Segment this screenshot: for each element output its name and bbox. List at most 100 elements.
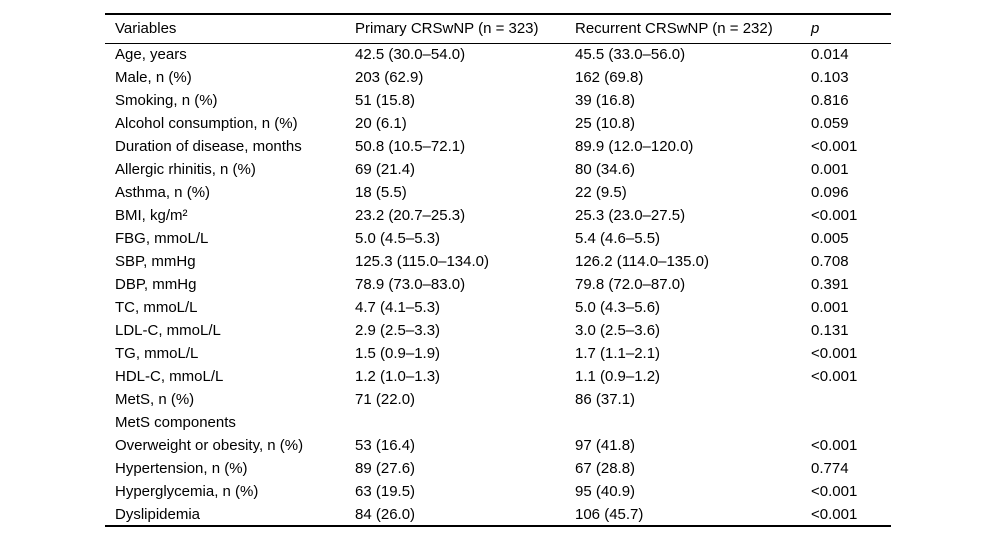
table-row: TC, mmoL/L 4.7 (4.1–5.3) 5.0 (4.3–5.6) 0.00… <box>105 296 891 319</box>
table-cell: 51 (15.8) <box>355 92 416 109</box>
table-cell: Dyslipidemia <box>115 505 201 523</box>
table-cell: <0.001 <box>811 437 858 454</box>
column-header-p-value: p <box>811 20 820 38</box>
table-row: Smoking, n (%) 51 (15.8) 39 (16.8) 0.816 <box>105 89 891 112</box>
table-cell: 71 (22.0) <box>355 391 416 408</box>
table-cell: 5.0 (4.3–5.6) <box>575 299 661 316</box>
table-cell: 25.3 (23.0–27.5) <box>575 207 686 224</box>
table-row: HDL-C, mmoL/L 1.2 (1.0–1.3) 1.1 (0.9–1.2) <… <box>105 365 891 388</box>
table-cell <box>801 411 891 434</box>
table-cell: 84 (26.0) <box>355 505 416 523</box>
table-cell: 0.816 <box>811 92 849 109</box>
table-cell: 0.131 <box>811 322 849 339</box>
table-cell: 0.001 <box>811 299 849 316</box>
table-cell: Allergic rhinitis, n (%) <box>115 161 256 178</box>
table-cell: 39 (16.8) <box>575 92 636 109</box>
table-cell: 5.4 (4.6–5.5) <box>575 230 661 247</box>
table-row: Alcohol consumption, n (%) 20 (6.1) 25 (10… <box>105 112 891 135</box>
table-cell <box>801 388 891 411</box>
table-cell: FBG, mmoL/L <box>115 230 209 247</box>
table-cell: HDL-C, mmoL/L <box>115 368 224 385</box>
table-cell: 2.9 (2.5–3.3) <box>355 322 441 339</box>
table-cell: Asthma, n (%) <box>115 184 211 201</box>
table-row: Hypertension, n (%) 89 (27.6) 67 (28.8) 0.7… <box>105 457 891 480</box>
table-row: FBG, mmoL/L 5.0 (4.5–5.3) 5.4 (4.6–5.5) 0.0… <box>105 227 891 250</box>
table-cell: 80 (34.6) <box>575 161 636 178</box>
table-row: DBP, mmHg 78.9 (73.0–83.0) 79.8 (72.0–87.0… <box>105 273 891 296</box>
table-cell: 0.059 <box>811 115 849 132</box>
table-cell: 126.2 (114.0–135.0) <box>575 253 709 270</box>
table-cell: 79.8 (72.0–87.0) <box>575 276 686 293</box>
table-cell: 0.391 <box>811 276 849 293</box>
column-header-variables: Variables <box>115 20 177 38</box>
table-cell: <0.001 <box>811 138 858 155</box>
table-cell: 50.8 (10.5–72.1) <box>355 138 466 155</box>
table-cell: 22 (9.5) <box>575 184 627 201</box>
table-cell: Smoking, n (%) <box>115 92 218 109</box>
table-cell: 0.096 <box>811 184 849 201</box>
table-cell <box>565 411 801 434</box>
table-row: Duration of disease, months 50.8 (10.5–72… <box>105 135 891 158</box>
table-cell: 18 (5.5) <box>355 184 407 201</box>
table-cell: 0.014 <box>811 46 849 64</box>
table-row: Allergic rhinitis, n (%) 69 (21.4) 80 (34.… <box>105 158 891 181</box>
table-cell: Alcohol consumption, n (%) <box>115 115 298 132</box>
table-cell <box>345 411 565 434</box>
table-cell: 125.3 (115.0–134.0) <box>355 253 489 270</box>
table-cell: Overweight or obesity, n (%) <box>115 437 304 454</box>
table-cell: 89.9 (12.0–120.0) <box>575 138 694 155</box>
table-row: MetS components <box>105 411 891 434</box>
table-cell: 1.7 (1.1–2.1) <box>575 345 661 362</box>
table-row: BMI, kg/m² 23.2 (20.7–25.3) 25.3 (23.0–27.… <box>105 204 891 227</box>
table-cell: 25 (10.8) <box>575 115 636 132</box>
table-row: Hyperglycemia, n (%) 63 (19.5) 95 (40.9) <0… <box>105 480 891 503</box>
table-cell: 69 (21.4) <box>355 161 416 178</box>
table-cell: <0.001 <box>811 345 858 362</box>
table-cell: 89 (27.6) <box>355 460 416 477</box>
table-row: LDL-C, mmoL/L 2.9 (2.5–3.3) 3.0 (2.5–3.6) 0… <box>105 319 891 342</box>
table-cell: 162 (69.8) <box>575 69 644 86</box>
table-row: Dyslipidemia 84 (26.0) 106 (45.7) <0.001 <box>105 503 891 526</box>
column-header-recurrent-crswnp: Recurrent CRSwNP (n = 232) <box>575 20 773 38</box>
table-cell: 78.9 (73.0–83.0) <box>355 276 466 293</box>
table-row: MetS, n (%) 71 (22.0) 86 (37.1) <box>105 388 891 411</box>
table-cell: Hyperglycemia, n (%) <box>115 483 259 500</box>
table-row: Asthma, n (%) 18 (5.5) 22 (9.5) 0.096 <box>105 181 891 204</box>
table-cell: 0.005 <box>811 230 849 247</box>
table-cell: MetS components <box>115 414 236 431</box>
table-cell: 0.708 <box>811 253 849 270</box>
table-cell: 5.0 (4.5–5.3) <box>355 230 441 247</box>
table-cell: LDL-C, mmoL/L <box>115 322 221 339</box>
table-cell: 1.5 (0.9–1.9) <box>355 345 441 362</box>
table-cell: 106 (45.7) <box>575 505 644 523</box>
table-cell: Male, n (%) <box>115 69 192 86</box>
clinical-characteristics-table-wrap: Variables Primary CRSwNP (n = 323) Recur… <box>105 13 891 527</box>
table-cell: MetS, n (%) <box>115 391 195 408</box>
table-cell: <0.001 <box>811 505 858 523</box>
table-cell: BMI, kg/m² <box>115 207 188 224</box>
table-cell: 0.103 <box>811 69 849 86</box>
table-cell: 1.1 (0.9–1.2) <box>575 368 661 385</box>
table-row: TG, mmoL/L 1.5 (0.9–1.9) 1.7 (1.1–2.1) <0.0… <box>105 342 891 365</box>
table-cell: TG, mmoL/L <box>115 345 199 362</box>
table-row: Age, years 42.5 (30.0–54.0) 45.5 (33.0–56.… <box>105 43 891 66</box>
table-body: Age, years 42.5 (30.0–54.0) 45.5 (33.0–56.… <box>105 43 891 526</box>
column-header-primary-crswnp: Primary CRSwNP (n = 323) <box>355 20 539 38</box>
table-cell: 42.5 (30.0–54.0) <box>355 46 466 64</box>
table-cell: Hypertension, n (%) <box>115 460 248 477</box>
table-cell: <0.001 <box>811 368 858 385</box>
table-cell: <0.001 <box>811 483 858 500</box>
table-cell: 4.7 (4.1–5.3) <box>355 299 441 316</box>
table-cell: Duration of disease, months <box>115 138 302 155</box>
table-cell: 67 (28.8) <box>575 460 636 477</box>
table-cell: 53 (16.4) <box>355 437 416 454</box>
table-cell: <0.001 <box>811 207 858 224</box>
table-cell: 20 (6.1) <box>355 115 407 132</box>
table-cell: 203 (62.9) <box>355 69 424 86</box>
table-cell: 23.2 (20.7–25.3) <box>355 207 466 224</box>
table-cell: 86 (37.1) <box>575 391 636 408</box>
table-cell: 45.5 (33.0–56.0) <box>575 46 686 64</box>
table-header-row: Variables Primary CRSwNP (n = 323) Recur… <box>105 14 891 43</box>
table-row: SBP, mmHg 125.3 (115.0–134.0) 126.2 (114.0… <box>105 250 891 273</box>
